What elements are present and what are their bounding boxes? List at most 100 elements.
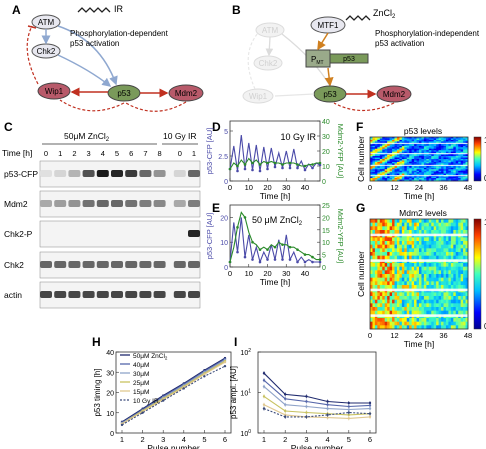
heatmap-cell — [421, 255, 425, 260]
heatmap-cell — [421, 169, 425, 172]
heatmap-cell — [406, 173, 410, 176]
heatmap-cell — [455, 167, 459, 170]
heatmap-cell — [433, 307, 437, 311]
heatmap-cell — [396, 219, 400, 223]
heatmap-cell — [465, 252, 469, 256]
heatmap-cell — [433, 237, 437, 242]
heatmap-cell — [411, 310, 415, 315]
heatmap-cell — [399, 137, 403, 139]
heatmap-cell — [458, 303, 461, 308]
heatmap-cell — [401, 230, 405, 234]
heatmap-cell — [416, 281, 420, 286]
heatmap-cell — [387, 139, 390, 142]
heatmap-cell — [419, 160, 422, 163]
heatmap-cell — [401, 172, 405, 174]
heatmap-cell — [438, 285, 442, 289]
heatmap-cell — [433, 285, 437, 289]
heatmap-cell — [394, 137, 398, 139]
heatmap-cell — [463, 148, 466, 151]
heatmap-cell — [421, 157, 425, 160]
heatmap-cell — [419, 147, 422, 150]
heatmap-cell — [448, 151, 452, 154]
heatmap-cell — [460, 145, 464, 148]
heatmap-cell — [389, 147, 393, 150]
heatmap-cell — [423, 263, 427, 267]
heatmap-cell — [426, 178, 430, 180]
heatmap-cell — [419, 172, 422, 174]
heatmap-cell — [414, 325, 417, 330]
heatmap-cell — [382, 310, 385, 315]
heatmap-cell — [458, 299, 461, 304]
blot-band — [68, 261, 81, 268]
heatmap-cell — [460, 147, 464, 150]
heatmap-cell — [423, 163, 427, 166]
x-tick-label: 4 — [326, 435, 330, 444]
heatmap-cell — [453, 172, 457, 174]
heatmap-cell — [374, 281, 378, 286]
heatmap-cell — [455, 222, 459, 227]
heatmap-cell — [465, 154, 469, 157]
blot-band — [111, 170, 123, 177]
mdm2-point — [228, 260, 232, 264]
heatmap-cell — [423, 172, 427, 174]
series-point — [347, 405, 350, 408]
heatmap-cell — [455, 179, 459, 182]
series-point — [347, 408, 350, 411]
heatmap-cell — [387, 166, 390, 169]
heatmap-cell — [406, 296, 410, 300]
heatmap-cell — [387, 318, 390, 322]
heatmap-cell — [414, 150, 417, 152]
heatmap-cell — [382, 219, 385, 223]
heatmap-cell — [399, 148, 403, 151]
heatmap-cell — [421, 159, 425, 161]
x-tick-label: 20 — [263, 269, 271, 278]
heatmap-cell — [409, 148, 412, 151]
heatmap-cell — [416, 150, 420, 152]
heatmap-cell — [450, 166, 454, 169]
heatmap-cell — [423, 270, 427, 275]
heatmap-cell — [401, 241, 405, 245]
heatmap-cell — [374, 145, 378, 148]
heatmap-cell — [404, 176, 408, 179]
heatmap-cell — [448, 325, 452, 330]
heatmap-cell — [406, 270, 410, 275]
y-left-tick-label: 2.5 — [218, 154, 228, 161]
heatmap-cell — [458, 325, 461, 330]
heatmap-cell — [423, 252, 427, 256]
heatmap-cell — [441, 170, 444, 173]
heatmap-cell — [392, 318, 395, 322]
heatmap-cell — [433, 160, 437, 163]
heatmap-cell — [428, 307, 432, 311]
heatmap-cell — [404, 255, 408, 260]
heatmap-cell — [394, 222, 398, 227]
heatmap-cell — [377, 137, 381, 139]
legend-label: 25μM — [133, 380, 149, 387]
blot-band — [96, 170, 109, 177]
heatmap-cell — [396, 230, 400, 234]
heatmap-cell — [404, 307, 408, 311]
heatmap-cell — [394, 167, 398, 170]
heatmap-cell — [443, 281, 447, 286]
panel-b-caption-2: p53 activation — [375, 39, 424, 48]
heatmap-cell — [414, 148, 417, 151]
heatmap-blank-row — [370, 175, 468, 177]
inhibit-bar-atm — [27, 25, 37, 29]
series-point — [326, 413, 329, 417]
heatmap-cell — [404, 281, 408, 286]
heatmap-cell — [455, 150, 459, 152]
heatmap-cell — [406, 160, 410, 163]
heatmap-cell — [372, 161, 376, 164]
blot-band — [40, 170, 52, 177]
heatmap-cell — [392, 263, 395, 267]
heatmap-cell — [414, 266, 417, 271]
heatmap-cell — [453, 151, 457, 154]
heatmap-cell — [463, 274, 466, 278]
heatmap-cell — [433, 166, 437, 169]
heatmap-cell — [404, 266, 408, 271]
heatmap-cell — [431, 156, 434, 158]
heatmap-cell — [455, 255, 459, 260]
series-point — [284, 403, 287, 406]
heatmap-cell — [379, 222, 383, 227]
heatmap-cell — [409, 255, 412, 260]
heatmap-cell — [394, 179, 398, 182]
